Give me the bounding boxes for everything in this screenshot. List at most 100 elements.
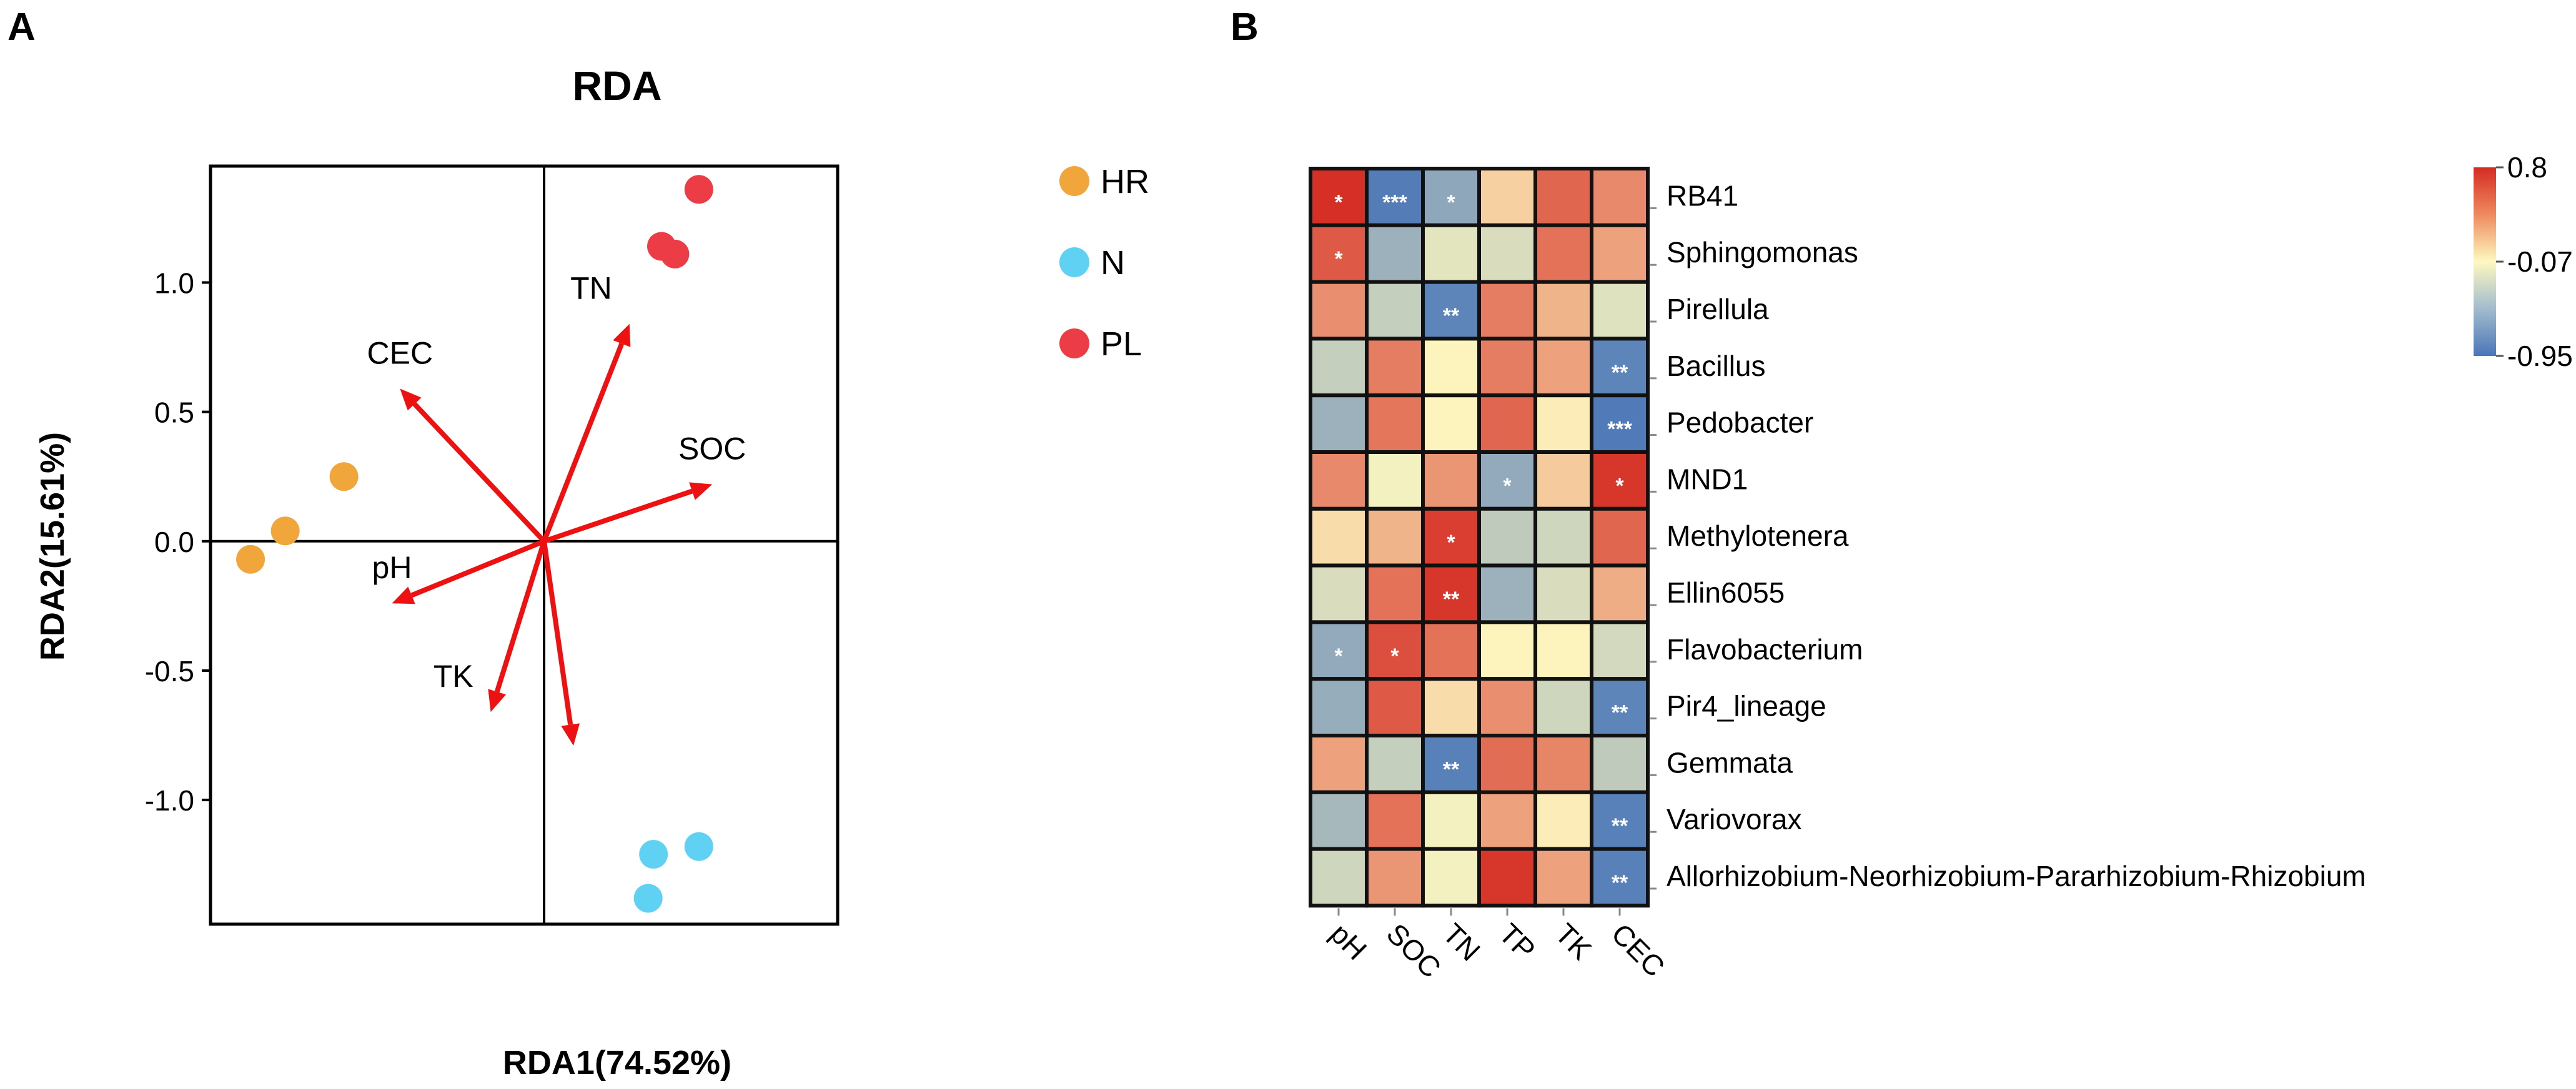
panel-b-letter: B [1231, 6, 1259, 49]
legend-swatch-pl [1059, 328, 1089, 358]
heatmap-cell [1533, 790, 1593, 851]
heatmap-cell [1421, 847, 1481, 908]
heatmap-cell-fill [1477, 337, 1537, 398]
heatmap-cell-fill [1309, 677, 1369, 737]
heatmap-cell-fill [1477, 506, 1537, 568]
heatmap-significance: * [1615, 474, 1624, 498]
heatmap-row-label: Ellin6055 [1667, 576, 1785, 609]
colorbar-gradient [2474, 167, 2496, 356]
heatmap-significance: *** [1382, 190, 1407, 214]
heatmap-col-label: pH [1324, 917, 1373, 966]
rda-vector: pH [372, 539, 545, 604]
rda-y-tick-label: 1.0 [154, 267, 194, 299]
heatmap-cell-fill [1309, 167, 1369, 227]
heatmap-cell-fill [1365, 337, 1425, 398]
heatmap-cell-fill [1365, 393, 1425, 455]
legend-item-n: N [1059, 244, 1125, 282]
heatmap-cell [1533, 734, 1593, 794]
heatmap-cell-fill [1477, 563, 1537, 624]
heatmap-cell-fill [1365, 847, 1425, 908]
rda-point-hr [329, 462, 359, 491]
legend-item-hr: HR [1059, 163, 1149, 200]
heatmap-cell: ** [1421, 280, 1481, 341]
heatmap-cell [1533, 223, 1593, 284]
heatmap-cell-fill [1590, 167, 1650, 227]
heatmap-cell [1533, 620, 1593, 681]
rda-vector [542, 541, 580, 746]
heatmap-cell-fill [1533, 450, 1593, 511]
heatmap-cell [1309, 790, 1369, 851]
heatmap-cell [1309, 393, 1369, 455]
heatmap-cell [1309, 847, 1369, 908]
heatmap-cell-fill [1533, 280, 1593, 341]
heatmap-cell-fill [1477, 734, 1537, 794]
heatmap-row-label: Sphingomonas [1667, 236, 1858, 269]
heatmap-cell [1590, 563, 1650, 624]
heatmap-cell [1477, 734, 1537, 794]
heatmap-significance: ** [1443, 588, 1460, 611]
heatmap-cell-fill [1533, 790, 1593, 851]
heatmap-cell [1421, 337, 1481, 398]
heatmap-cell [1421, 677, 1481, 737]
legend-swatch-n [1059, 247, 1089, 277]
colorbar-label: 0.8 [2507, 151, 2547, 184]
heatmap-cell [1533, 563, 1593, 624]
heatmap-row-label: Methylotenera [1667, 520, 1849, 552]
rda-point-pl [660, 239, 690, 269]
legend-label-n: N [1101, 244, 1125, 282]
rda-point-hr [236, 544, 265, 574]
heatmap-cell-fill [1590, 563, 1650, 624]
heatmap-significance: * [1503, 474, 1512, 498]
legend-label-hr: HR [1101, 163, 1149, 200]
heatmap-cell-fill [1477, 847, 1537, 908]
heatmap-cell-fill [1309, 337, 1369, 398]
rda-vector-shaft [494, 540, 547, 692]
heatmap-cell [1590, 734, 1650, 794]
heatmap-cell-fill [1590, 506, 1650, 568]
heatmap-cell-fill [1421, 223, 1481, 284]
heatmap-cell [1421, 450, 1481, 511]
heatmap-cell-fill [1421, 790, 1481, 851]
rda-vector-arrowhead [561, 723, 580, 746]
heatmap-cell-fill [1309, 506, 1369, 568]
heatmap-cell [1421, 223, 1481, 284]
heatmap-cell-fill [1590, 620, 1650, 681]
heatmap-row-label: Pedobacter [1667, 407, 1813, 439]
rda-vector-arrowhead [689, 482, 713, 500]
rda-vector-label: pH [372, 550, 412, 585]
rda-legend: HR N PL [1059, 163, 1149, 363]
heatmap-cell-fill [1421, 677, 1481, 737]
heatmap-cell [1533, 337, 1593, 398]
heatmap-cell [1365, 506, 1425, 568]
heatmap-significance: * [1334, 247, 1343, 271]
heatmap-col-label: TP [1493, 917, 1542, 966]
heatmap-row-label: Gemmata [1667, 746, 1793, 779]
heatmap-cell-fill [1477, 393, 1537, 455]
heatmap-cell [1477, 620, 1537, 681]
heatmap-cell-fill [1590, 847, 1650, 908]
heatmap-cell-fill [1309, 280, 1369, 341]
rda-point-n [633, 884, 663, 913]
heatmap-cell: ** [1590, 677, 1650, 737]
heatmap-cell-fill [1421, 734, 1481, 794]
heatmap-cell-fill [1533, 847, 1593, 908]
rda-vector-label: TK [433, 659, 473, 694]
heatmap-cell-fill [1477, 280, 1537, 341]
heatmap-cell: * [1309, 223, 1369, 284]
heatmap-cell [1421, 393, 1481, 455]
rda-vector-label: TN [570, 271, 612, 306]
heatmap-cell [1477, 506, 1537, 568]
heatmap-cell [1477, 167, 1537, 227]
heatmap-cell [1309, 450, 1369, 511]
heatmap-cells: * *** ********** ***** ********* [1309, 167, 1650, 908]
rda-vector: SOC [543, 431, 746, 544]
heatmap-cell-fill [1477, 167, 1537, 227]
heatmap-cell-fill [1309, 734, 1369, 794]
heatmap-cell [1309, 734, 1369, 794]
heatmap-cell [1533, 506, 1593, 568]
heatmap-cell [1533, 167, 1593, 227]
heatmap-cell [1421, 790, 1481, 851]
heatmap-cell-fill [1365, 677, 1425, 737]
